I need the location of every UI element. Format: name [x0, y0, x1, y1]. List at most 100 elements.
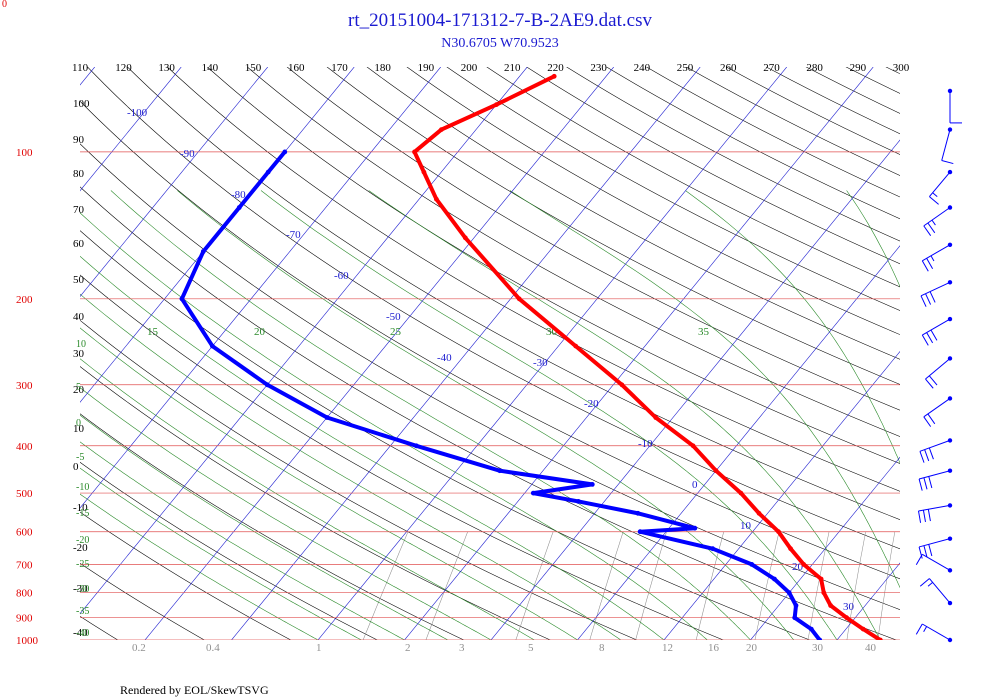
dewpoint-point [210, 343, 215, 349]
mixing-ratio-line [807, 531, 830, 640]
chart-title: rt_20151004-171312-7-B-2AE9.dat.csv [348, 10, 652, 31]
dewpoint-point [264, 382, 270, 388]
moist-adiabat-top-label: 20 [254, 326, 266, 338]
dry-adiabat-line [566, 67, 900, 242]
temperature-point [776, 529, 781, 535]
dry-adiabat-line [885, 67, 900, 75]
dewpoint-point [710, 546, 716, 552]
dewpoint-trace [179, 149, 823, 640]
moist-adiabat-label: 0 [76, 418, 81, 429]
isotherm-line [80, 67, 528, 615]
temperature-point [439, 127, 444, 132]
wind-barb [920, 280, 953, 307]
dewpoint-point [530, 490, 536, 496]
isotherm-line [750, 456, 900, 640]
pressure-tick-label: 300 [16, 380, 33, 392]
isotherm-label: -40 [437, 352, 452, 364]
isotherm-line [317, 67, 787, 640]
isotherm-line [80, 67, 355, 403]
theta-tick-label: 270 [763, 62, 780, 74]
wind-barb [925, 356, 953, 389]
wind-barb-flag [923, 225, 932, 236]
wind-barb-flag [925, 378, 934, 389]
wind-barb [921, 316, 953, 346]
temperature-point [434, 196, 439, 202]
pressure-tick-label: 400 [16, 441, 33, 453]
pressure-tick-label: 100 [16, 147, 33, 159]
theta-tick-label: 130 [158, 62, 175, 74]
moist-adiabat-label: -20 [76, 535, 89, 546]
dry-adiabat-line [606, 67, 900, 220]
mixing-ratio-line [877, 531, 896, 640]
wind-barb-flag [923, 477, 928, 490]
dry-adiabat-line [80, 366, 551, 640]
wind-barb-dot [947, 468, 953, 473]
wind-barb-flag [915, 554, 923, 566]
isotherm-line [144, 67, 614, 640]
corner-label: 0 [2, 0, 7, 10]
wind-barb-staff [918, 470, 951, 480]
theta-tick-label: 290 [850, 62, 867, 74]
moist-adiabat-line [80, 441, 405, 640]
dry-adiabat-line [80, 274, 724, 640]
theta-tick-label: 170 [331, 62, 348, 74]
wind-barb-flag [929, 196, 939, 205]
isotherm-label: 20 [792, 561, 804, 573]
isotherm-label: -80 [231, 189, 246, 201]
isotherm-label: -10 [638, 438, 653, 450]
dry-adiabat-line [246, 67, 900, 437]
wind-barb-flag [915, 623, 923, 635]
wind-barb [941, 127, 954, 165]
temperature-point [573, 343, 579, 349]
mixing-ratio-line [978, 532, 989, 640]
temperature-point [516, 296, 522, 302]
moist-adiabat-line [177, 190, 795, 640]
dry-adiabat-line [326, 67, 900, 385]
wind-barb-flag [927, 413, 936, 425]
dewpoint-point [793, 603, 799, 608]
dry-adiabat-line [80, 143, 900, 610]
theta-tick-label: 150 [245, 62, 262, 74]
mixing-ratio-label: 20 [746, 642, 758, 654]
mixing-ratio-line [754, 531, 780, 640]
isotherm-line [663, 351, 900, 640]
moist-adiabat-line [80, 467, 362, 640]
dry-adiabat-line [80, 186, 897, 640]
dewpoint-point [413, 443, 419, 449]
dry-adiabat-line [80, 461, 378, 640]
dewpoint-point [817, 637, 823, 640]
wind-barb-half-flag [931, 219, 936, 226]
mixing-ratio-line [936, 532, 949, 640]
temperature-point [551, 73, 557, 79]
temperature-point [788, 546, 793, 552]
dry-adiabat-line [366, 67, 900, 360]
wind-barb-staff [918, 538, 951, 548]
dewpoint-point [576, 499, 581, 504]
dewpoint-point [635, 510, 641, 516]
temperature-point [860, 626, 866, 632]
dewpoint-point [772, 576, 777, 582]
theta-left-label: 10 [73, 423, 85, 435]
theta-tick-label: 190 [418, 62, 435, 74]
theta-tick-label: 250 [677, 62, 694, 74]
footer-credit: Rendered by EOL/SkewTSVG [120, 683, 269, 697]
wind-barb-flag [921, 334, 929, 346]
wind-barb-staff [922, 553, 951, 571]
moist-adiabat-label: -35 [76, 606, 89, 617]
theta-tick-label: 110 [72, 62, 89, 74]
temperature-trace [412, 73, 883, 640]
theta-tick-label: 210 [504, 62, 521, 74]
wind-barb-flag [918, 546, 923, 559]
dry-adiabat-line [920, 64, 1000, 640]
wind-barb-flag [925, 293, 932, 305]
wind-barb-dot [947, 438, 953, 443]
dewpoint-point [692, 525, 698, 531]
moist-adiabat-line [80, 255, 665, 640]
theta-left-label: 50 [73, 274, 85, 286]
isotherm-label: 10 [740, 520, 752, 532]
mixing-ratio-label: 40 [865, 642, 877, 654]
mixing-ratio-label: 0.2 [132, 642, 146, 654]
wind-barb-flag [928, 447, 934, 460]
wind-barb [921, 242, 953, 272]
